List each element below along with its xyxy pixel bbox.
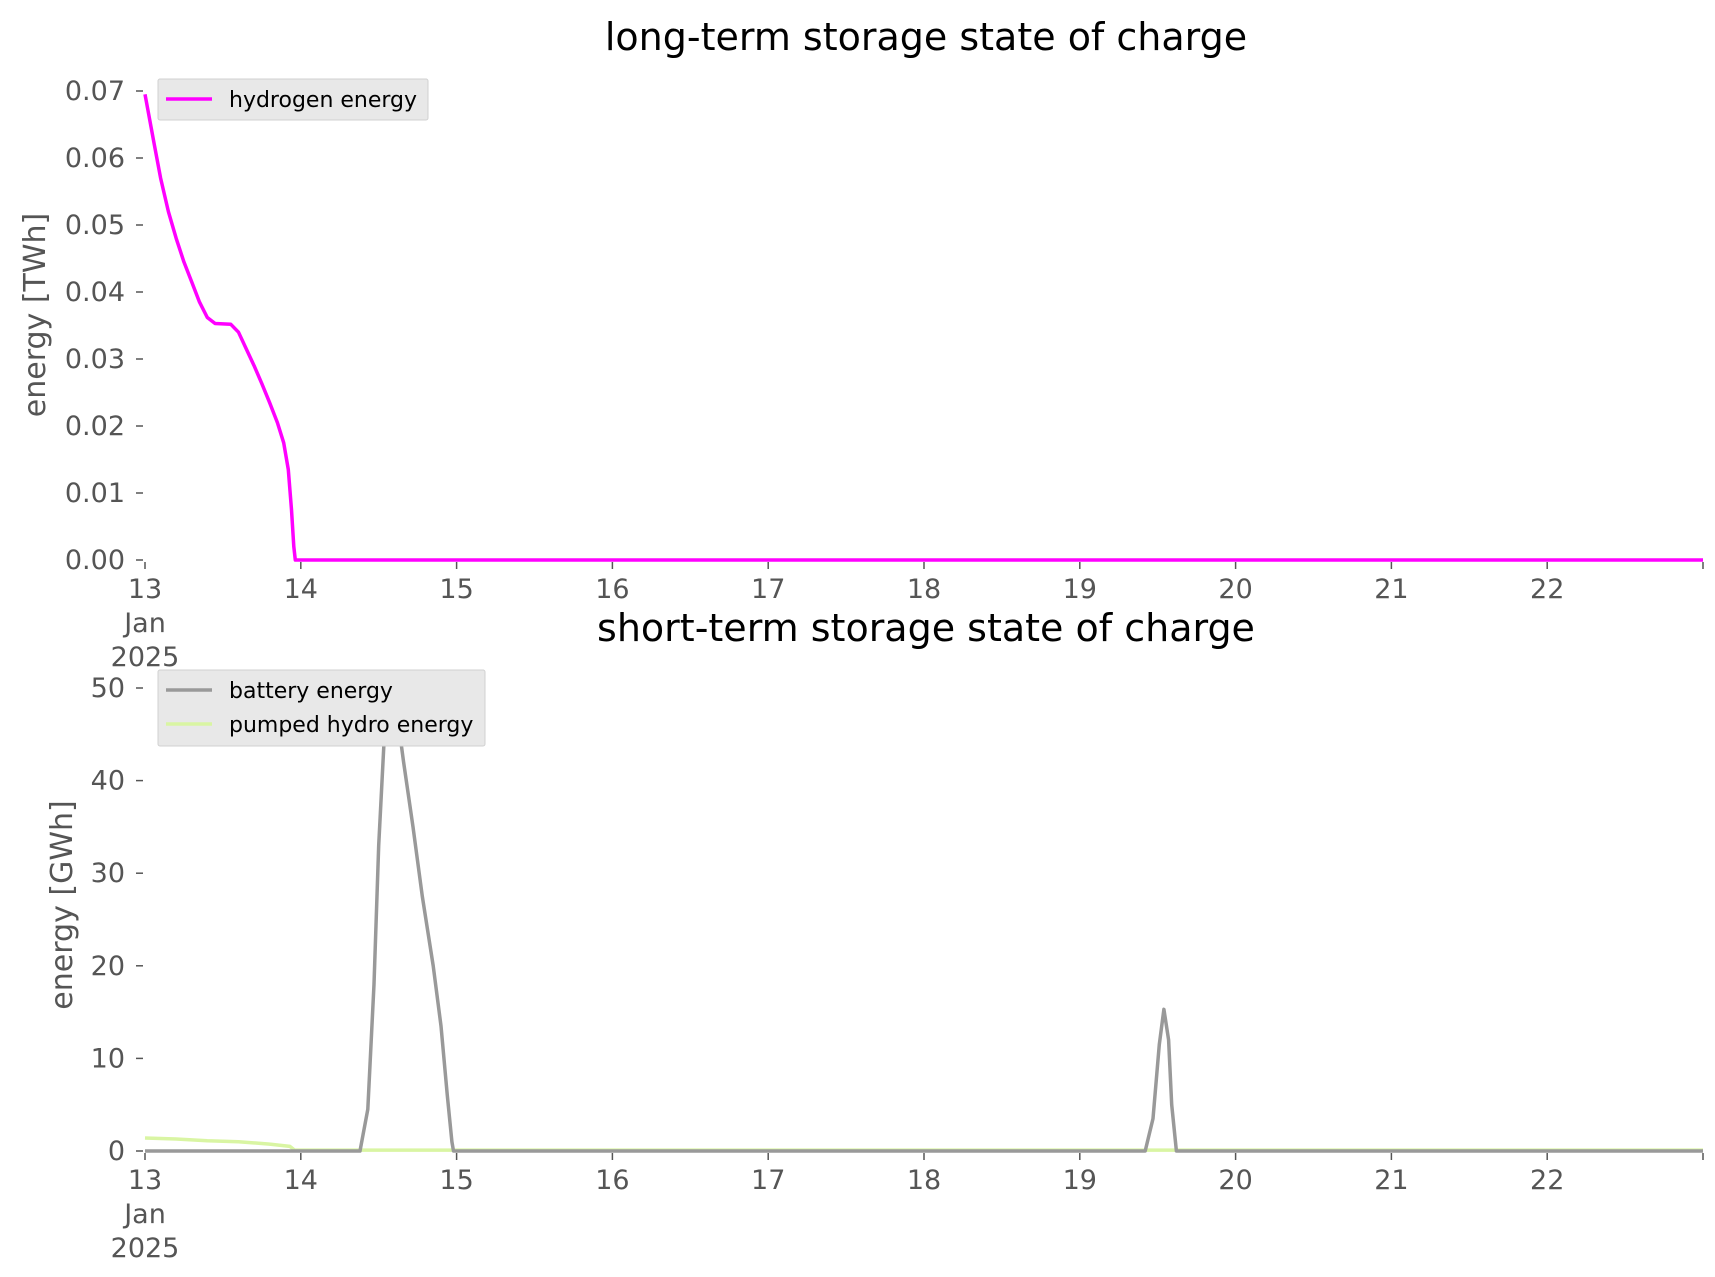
x-tick-label: 2025 <box>111 642 180 673</box>
legend-label-battery: battery energy <box>229 679 393 704</box>
x-tick-label: 14 <box>284 1165 318 1196</box>
y-tick-label: 0.02 <box>65 411 125 442</box>
x-tick-label: 17 <box>751 1165 785 1196</box>
legend: battery energy pumped hydro energy <box>157 669 486 747</box>
x-tick-label: 13 <box>128 1165 162 1196</box>
legend-box <box>157 78 429 121</box>
y-tick-label: 0.01 <box>65 478 125 509</box>
y-axis-ticks: 0 10 20 30 40 50 <box>91 673 143 1167</box>
series-lines <box>143 93 1703 562</box>
chart-short-term: short-term storage state of charge energ… <box>45 606 1704 1264</box>
chart-title: short-term storage state of charge <box>597 606 1255 650</box>
x-tick-label: 21 <box>1374 1165 1408 1196</box>
y-tick-label: 40 <box>91 766 125 797</box>
series-line-pumped-hydro-energy <box>144 1136 1703 1152</box>
x-tick-label: 14 <box>284 574 318 605</box>
series-line-battery-energy <box>145 686 1703 1153</box>
y-tick-label: 0.05 <box>65 210 125 241</box>
y-tick-label: 0.06 <box>65 143 125 174</box>
x-tick-label: 15 <box>439 574 473 605</box>
x-tick-label: 22 <box>1530 574 1564 605</box>
y-axis-label: energy [TWh] <box>18 213 53 417</box>
x-tick-label: 22 <box>1530 1165 1564 1196</box>
x-tick-label: 13 <box>128 574 162 605</box>
y-axis-label: energy [GWh] <box>45 800 80 1009</box>
y-tick-label: 0.03 <box>65 344 125 375</box>
x-tick-label: Jan <box>122 1199 166 1230</box>
x-tick-label: 18 <box>907 1165 941 1196</box>
series-lines <box>144 686 1703 1153</box>
x-tick-label: 20 <box>1218 1165 1252 1196</box>
x-tick-label: 19 <box>1063 1165 1097 1196</box>
y-tick-label: 0.07 <box>65 76 125 107</box>
legend-label-hydrogen: hydrogen energy <box>229 88 417 113</box>
y-tick-label: 10 <box>91 1043 125 1074</box>
y-tick-label: 0.04 <box>65 277 125 308</box>
x-tick-label: 16 <box>595 574 629 605</box>
series-line-hydrogen-energy <box>143 93 1703 562</box>
legend: hydrogen energy <box>157 78 429 121</box>
x-tick-label: 2025 <box>111 1233 180 1264</box>
y-tick-label: 50 <box>91 673 125 704</box>
x-tick-label: 15 <box>439 1165 473 1196</box>
y-tick-label: 0 <box>108 1136 125 1167</box>
y-tick-label: 30 <box>91 858 125 889</box>
y-tick-label: 20 <box>91 951 125 982</box>
x-tick-label: 18 <box>907 574 941 605</box>
x-tick-label: Jan <box>122 608 166 639</box>
x-tick-label: 16 <box>595 1165 629 1196</box>
x-tick-label: 19 <box>1063 574 1097 605</box>
x-tick-label: 21 <box>1374 574 1408 605</box>
chart-long-term: long-term storage state of charge energy… <box>18 15 1704 673</box>
y-axis-ticks: 0.00 0.01 0.02 0.03 0.04 0.05 0.06 0.07 <box>65 76 143 576</box>
y-tick-label: 0.00 <box>65 545 125 576</box>
legend-label-pumped-hydro: pumped hydro energy <box>229 713 473 738</box>
legend-box <box>157 669 486 747</box>
x-tick-label: 20 <box>1218 574 1252 605</box>
chart-title: long-term storage state of charge <box>605 15 1247 59</box>
x-tick-label: 17 <box>751 574 785 605</box>
